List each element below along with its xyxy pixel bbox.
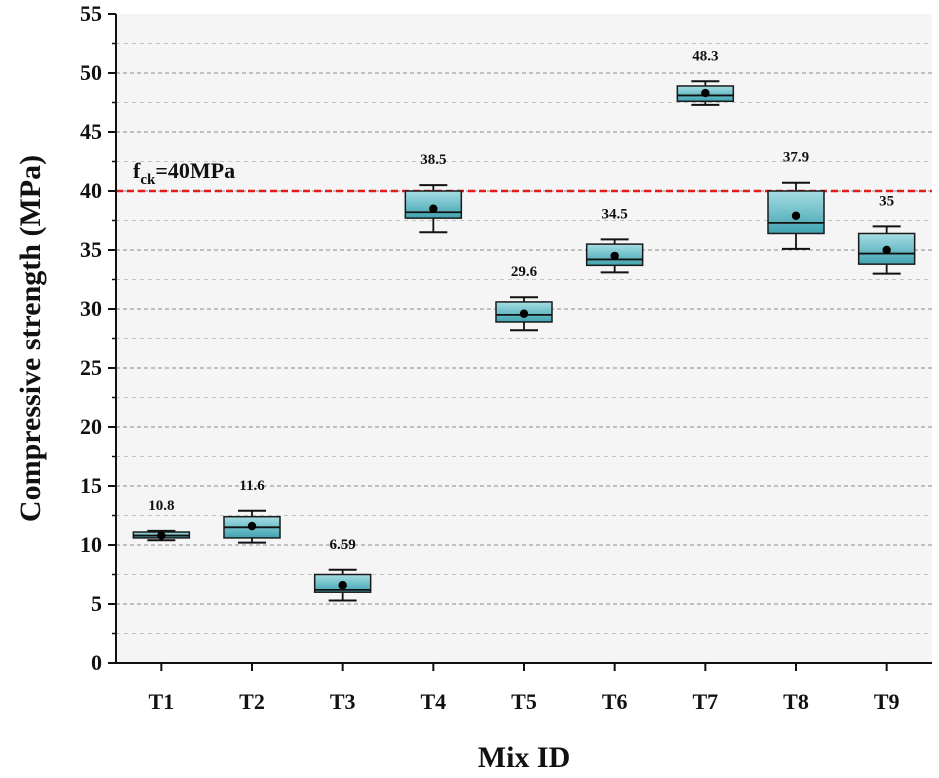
box-series: 10.8 11.6 6.59 38.5 29.6 34.5 48.3 37.9 35	[132, 48, 916, 602]
box-t2: 11.6	[223, 478, 281, 544]
box-t7: 48.3	[676, 48, 735, 106]
x-tick-label: T9	[874, 689, 900, 714]
x-tick-label: T6	[602, 689, 628, 714]
mean-value-label: 10.8	[148, 498, 174, 514]
box-t3: 6.59	[313, 537, 372, 602]
x-tick-label: T5	[511, 689, 537, 714]
mean-value-label: 38.5	[420, 152, 446, 168]
mean-value-label: 37.9	[783, 150, 809, 166]
x-tick-label: T1	[148, 689, 174, 714]
box-t4: 38.5	[404, 152, 463, 234]
grid-lines	[116, 43, 932, 634]
x-axis-title: Mix ID	[478, 741, 571, 774]
x-tick-label: T3	[330, 689, 356, 714]
mean-marker	[791, 211, 801, 220]
y-tick-label: 10	[80, 532, 102, 557]
y-tick-label: 0	[91, 650, 102, 675]
x-tick-label: T4	[420, 689, 446, 714]
mean-value-label: 11.6	[239, 478, 265, 494]
mean-marker	[701, 88, 710, 98]
reference-line-label: fck=40MPa	[133, 158, 235, 188]
mean-value-label: 35	[879, 193, 894, 209]
box-t1: 10.8	[132, 498, 191, 542]
box-t8: 37.9	[767, 150, 825, 250]
y-tick-label: 40	[80, 178, 102, 203]
y-tick-label: 30	[80, 296, 102, 321]
axes: 0 5 10 15 20 25 30 35 40 45 50 55 T1 T2 T3 T4 T5 T6 T7 T8 T9	[80, 1, 932, 714]
y-tick-label: 20	[80, 414, 102, 439]
box-t6: 34.5	[585, 206, 644, 274]
mean-marker	[429, 204, 438, 213]
y-tick-label: 15	[80, 473, 102, 498]
mean-marker	[882, 245, 891, 255]
mean-marker	[519, 309, 529, 318]
y-tick-label: 45	[80, 119, 102, 144]
y-axis-title: Compressive strength (MPa)	[14, 155, 47, 522]
mean-marker	[157, 531, 166, 540]
x-tick-label: T2	[239, 689, 265, 714]
mean-marker	[247, 521, 257, 531]
mean-marker	[338, 581, 347, 590]
y-tick-label: 55	[80, 1, 102, 26]
mean-value-label: 29.6	[511, 264, 538, 280]
x-tick-label: T7	[692, 689, 718, 714]
y-tick-label: 25	[80, 355, 102, 380]
box-t9: 35	[857, 193, 916, 275]
y-tick-label: 50	[80, 60, 102, 85]
mean-value-label: 34.5	[602, 206, 628, 222]
mean-marker	[610, 251, 619, 261]
mean-value-label: 48.3	[692, 48, 718, 64]
y-tick-label: 5	[91, 591, 102, 616]
mean-value-label: 6.59	[330, 537, 356, 553]
box-t5: 29.6	[495, 264, 553, 332]
x-tick-label: T8	[783, 689, 809, 714]
iqr-box	[857, 232, 916, 265]
y-tick-label: 35	[80, 237, 102, 262]
reference-line-group: fck=40MPa	[116, 158, 932, 193]
